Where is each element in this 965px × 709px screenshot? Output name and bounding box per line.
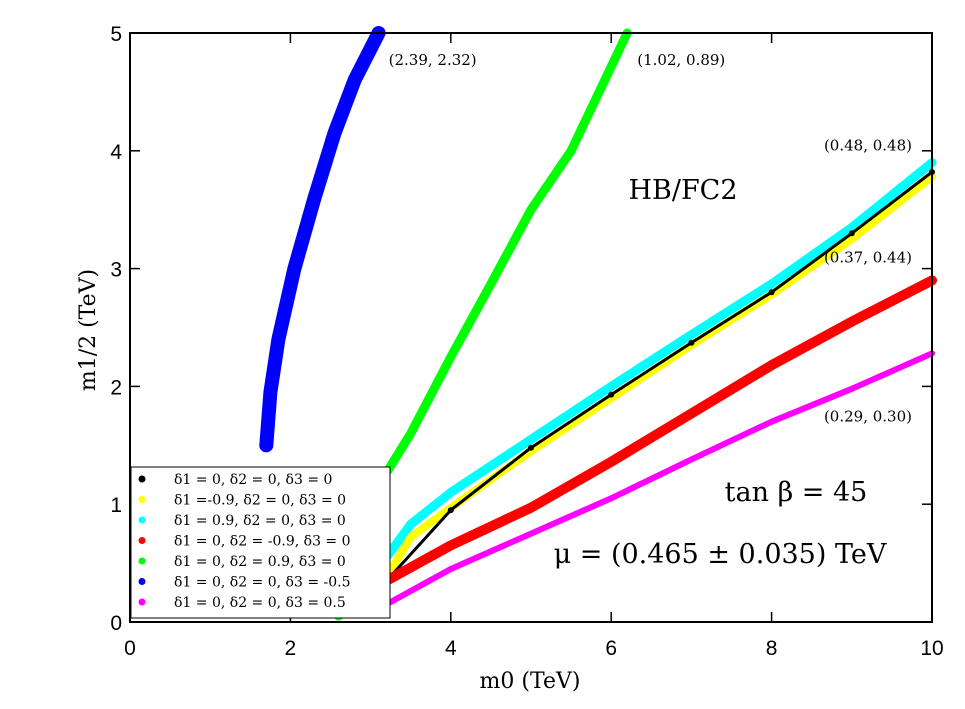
y-tick-label: 1 xyxy=(110,494,122,517)
legend-marker xyxy=(138,598,146,606)
endpoint-labels: (0.48, 0.48) (0.37, 0.44) (1.02, 0.89) (2.3… xyxy=(389,51,912,425)
mu-annotation: μ = (0.465 ± 0.035) TeV xyxy=(554,539,887,570)
legend-marker xyxy=(138,537,146,544)
endpoint-label: (0.48, 0.48) xyxy=(824,137,912,155)
data-point xyxy=(487,280,494,287)
data-point xyxy=(528,530,534,537)
data-point xyxy=(608,383,615,390)
data-point xyxy=(688,339,695,346)
data-point xyxy=(351,77,358,84)
plot-frame xyxy=(129,32,933,623)
data-point xyxy=(407,534,414,541)
data-point xyxy=(267,389,274,396)
data-point xyxy=(848,385,855,392)
data-point xyxy=(688,331,695,338)
data-point xyxy=(263,442,270,449)
x-tick-label: 8 xyxy=(766,637,778,660)
data-point xyxy=(331,130,338,137)
data-marks xyxy=(259,26,937,621)
data-point xyxy=(528,504,534,511)
x-tick-label: 4 xyxy=(445,637,457,660)
data-point xyxy=(291,265,298,272)
y-tick-label: 4 xyxy=(110,141,122,164)
x-tick-label: 2 xyxy=(285,637,297,660)
x-tick-label: 10 xyxy=(920,637,943,660)
legend-marker xyxy=(138,578,146,585)
hb-fc2-label: HB/FC2 xyxy=(628,175,737,206)
legend-entry: δ1 = 0, δ2 = 0, δ3 = -0.5 xyxy=(174,575,351,591)
series-band-5 xyxy=(259,26,386,453)
legend-entry: δ1 =-0.9, δ2 = 0, δ3 = 0 xyxy=(174,493,346,509)
legend-entry: δ1 = 0, δ2 = 0, δ3 = 0 xyxy=(174,472,332,488)
data-point xyxy=(768,418,775,425)
data-point xyxy=(848,230,855,237)
endpoint-label: (0.37, 0.44) xyxy=(824,248,912,266)
data-point xyxy=(275,336,282,343)
data-point xyxy=(447,489,454,496)
series-band-6 xyxy=(383,350,935,608)
data-point xyxy=(848,318,855,325)
data-point xyxy=(447,507,454,514)
data-point xyxy=(447,542,454,549)
endpoint-label: (2.39, 2.32) xyxy=(389,51,477,69)
series-band-3 xyxy=(381,275,937,586)
data-point xyxy=(528,436,534,443)
data-point xyxy=(848,236,855,243)
legend-entry: δ1 = 0, δ2 = 0.9, δ3 = 0 xyxy=(174,554,346,570)
tick-labels: 0 2 4 6 8 10 0 1 2 3 4 5 xyxy=(110,23,943,660)
data-point xyxy=(447,566,454,572)
endpoint-label: (0.29, 0.30) xyxy=(824,407,912,425)
x-axis-title: m0 (TeV) xyxy=(480,669,581,694)
y-tick-label: 3 xyxy=(110,259,122,282)
legend-marker xyxy=(138,557,146,565)
data-point xyxy=(608,458,615,465)
data-point xyxy=(688,410,695,417)
data-point xyxy=(447,353,454,360)
endpoint-label: (1.02, 0.89) xyxy=(637,51,725,69)
data-point xyxy=(407,430,414,437)
data-point xyxy=(768,362,775,369)
series-band-0 xyxy=(385,170,934,583)
data-point xyxy=(407,521,414,528)
legend-entry: δ1 = 0.9, δ2 = 0, δ3 = 0 xyxy=(174,513,346,529)
legend-box xyxy=(130,466,391,619)
data-point xyxy=(608,495,615,502)
legend-marker xyxy=(138,516,146,524)
x-tick-label: 0 xyxy=(124,637,136,660)
y-tick-label: 5 xyxy=(110,23,122,46)
legend-marker xyxy=(138,475,146,483)
legend: δ1 = 0, δ2 = 0, δ3 = 0 δ1 =-0.9, δ2 = 0, … xyxy=(130,466,391,619)
data-point xyxy=(768,280,775,287)
data-point xyxy=(311,194,318,201)
data-point xyxy=(688,456,695,463)
data-point xyxy=(608,391,615,398)
x-tick-label: 6 xyxy=(605,637,617,660)
data-point xyxy=(528,206,534,213)
y-tick-label: 2 xyxy=(110,376,122,399)
legend-marker xyxy=(138,496,146,503)
legend-entry: δ1 = 0, δ2 = -0.9, δ3 = 0 xyxy=(174,534,351,550)
data-point xyxy=(768,289,775,296)
tanbeta-annotation: tan β = 45 xyxy=(725,477,868,508)
legend-entry: δ1 = 0, δ2 = 0, δ3 = 0.5 xyxy=(174,595,346,611)
y-axis-title: m1/2 (TeV) xyxy=(76,269,101,391)
y-tick-label: 0 xyxy=(110,612,122,635)
data-point xyxy=(528,444,534,451)
data-point xyxy=(848,224,855,231)
data-point xyxy=(568,147,575,154)
